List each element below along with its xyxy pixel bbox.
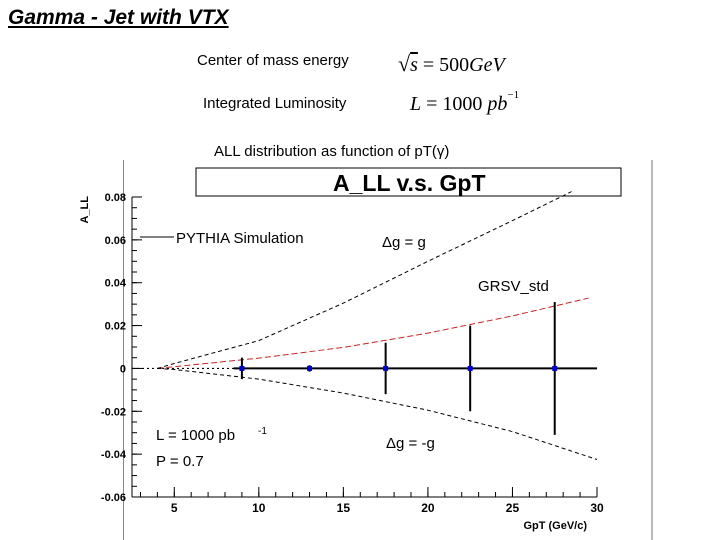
x-tick-label: 25 [506,501,520,515]
data-point [383,365,389,371]
lumi-lhs: L [410,93,422,115]
annotation-lumi: L = 1000 pb [156,427,235,444]
x-tick-label: 15 [337,501,351,515]
annotation-dg-pos: Δg = g [382,234,426,251]
slide-title: Gamma - Jet with VTX [8,6,229,29]
y-tick-label: 0.06 [105,235,126,247]
lumi-formula: L = 1000 pb−1 [410,89,519,116]
y-axis-label: A_LL [79,196,91,224]
data-point [239,365,245,371]
x-tick-label: 5 [171,501,178,515]
y-tick-label: 0.08 [105,192,126,204]
energy-label: Center of mass energy [197,52,349,69]
curve-2 [157,367,598,460]
data-point [307,365,313,371]
x-tick-label: 10 [252,501,266,515]
y-tick-label: -0.04 [101,449,127,461]
chart-title-box [195,167,622,197]
lumi-exponent: −1 [507,89,520,101]
energy-unit: GeV [469,54,505,76]
curve-1 [157,297,589,369]
annotation-pol: P = 0.7 [156,453,204,470]
chart-title: A_LL v.s. GpT [333,170,486,196]
y-tick-label: 0.02 [105,321,126,333]
data-point [552,365,558,371]
x-axis-label: GpT (GeV/c) [523,520,587,532]
y-tick-label: 0.04 [105,278,127,290]
plot-frame [123,160,653,540]
lumi-label: Integrated Luminosity [203,95,347,112]
chart-subtitle: ALL distribution as function of pT(γ) [214,143,450,160]
x-tick-label: 30 [590,501,604,515]
curve-0 [157,191,572,369]
annotation-grsv: GRSV_std [478,278,549,295]
energy-formula: √s = 500GeV [398,51,505,76]
y-tick-label: -0.06 [101,492,126,504]
annotation-lumi-exp: -1 [258,426,267,437]
y-tick-label: -0.02 [101,406,126,418]
annotation-dg-neg: Δg = -g [386,435,435,452]
lumi-equals: = 1000 [421,93,488,115]
lumi-unit: pb [487,93,508,115]
legend-label: PYTHIA Simulation [176,230,304,247]
energy-equals: = 500 [417,54,470,76]
y-tick-label: 0 [120,363,126,375]
x-tick-label: 20 [421,501,435,515]
sqrt-s: s [410,54,418,76]
data-point [467,365,473,371]
